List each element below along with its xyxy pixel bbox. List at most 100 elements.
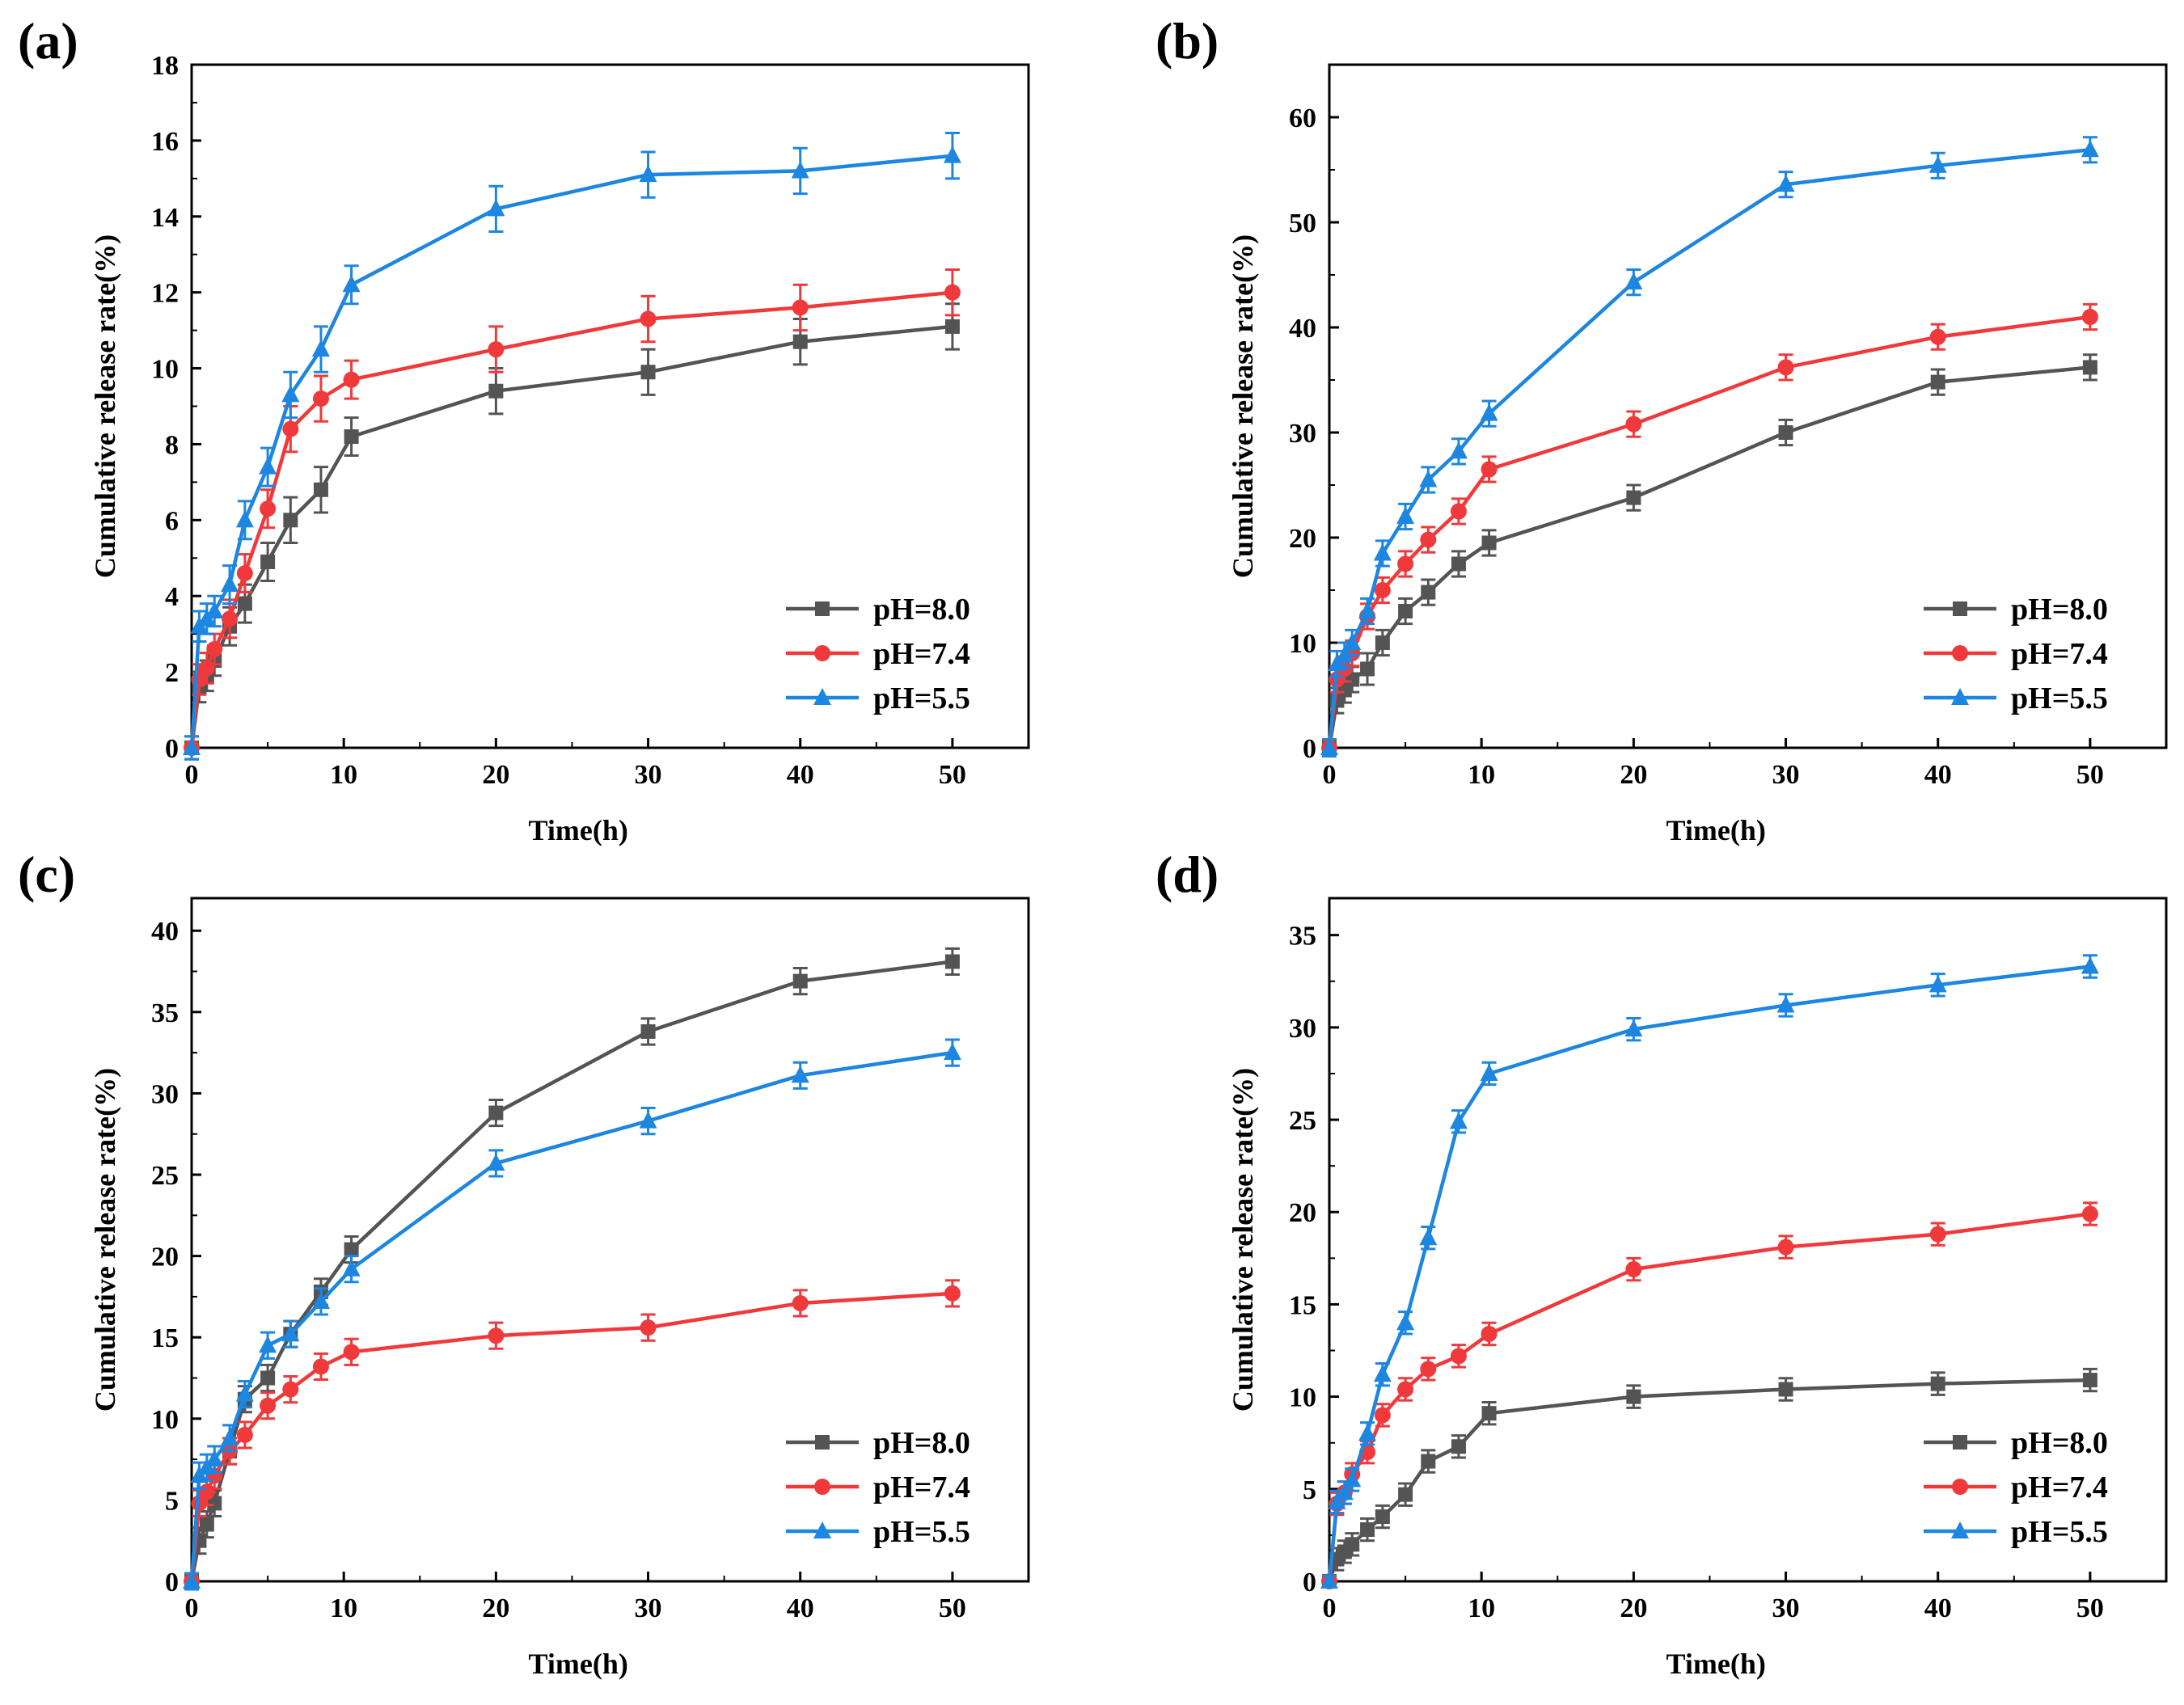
legend-marker bbox=[1953, 601, 1967, 616]
x-tick-label: 50 bbox=[2076, 760, 2104, 790]
panel-label: (b) bbox=[1155, 12, 1219, 70]
data-point bbox=[236, 565, 253, 582]
data-point bbox=[1928, 155, 1947, 173]
series-pH=8.0 bbox=[1322, 353, 2097, 758]
data-point bbox=[944, 954, 960, 969]
y-tick-label: 40 bbox=[151, 917, 179, 947]
data-point bbox=[1451, 556, 1466, 572]
series-pH=7.4 bbox=[184, 1279, 961, 1591]
data-point bbox=[1929, 328, 1946, 345]
legend-marker bbox=[1952, 1479, 1968, 1495]
data-point bbox=[487, 199, 505, 217]
x-tick-label: 20 bbox=[482, 760, 509, 790]
legend-marker bbox=[813, 1521, 831, 1538]
data-point bbox=[260, 1370, 276, 1386]
data-point bbox=[342, 275, 361, 293]
y-tick-label: 60 bbox=[1289, 103, 1316, 133]
y-tick-label: 8 bbox=[165, 430, 179, 460]
data-point bbox=[1449, 1112, 1468, 1129]
data-point bbox=[1421, 585, 1436, 600]
data-point bbox=[237, 596, 252, 611]
legend-label: pH=5.5 bbox=[873, 1515, 970, 1549]
y-tick-label: 0 bbox=[1303, 1568, 1316, 1597]
legend-label: pH=7.4 bbox=[873, 637, 970, 671]
data-point bbox=[2081, 956, 2099, 974]
legend-marker bbox=[815, 601, 830, 616]
x-tick-label: 50 bbox=[2076, 1593, 2104, 1623]
data-point bbox=[1320, 738, 1338, 755]
data-point bbox=[1397, 1381, 1414, 1398]
x-tick-label: 10 bbox=[1468, 760, 1495, 790]
data-point bbox=[311, 340, 330, 357]
x-tick-label: 0 bbox=[1323, 1593, 1337, 1623]
data-point bbox=[792, 1294, 809, 1311]
data-point bbox=[1776, 995, 1795, 1013]
data-point bbox=[1375, 635, 1390, 650]
data-point bbox=[1375, 1509, 1390, 1525]
data-point bbox=[1481, 461, 1498, 478]
plot-frame bbox=[190, 897, 1030, 1583]
plot-frame bbox=[1328, 63, 2168, 749]
data-point bbox=[260, 554, 276, 569]
chart-panel-d: (d) 0 10 20 30 40 50 0 5 10 15 20 25 30 35 Time(h) Cumul… bbox=[1155, 846, 2168, 1680]
series-line bbox=[189, 1291, 953, 1582]
y-tick-label: 30 bbox=[151, 1079, 179, 1109]
data-point bbox=[1481, 535, 1497, 551]
data-point bbox=[344, 429, 359, 445]
data-point bbox=[640, 1023, 656, 1039]
data-point bbox=[1481, 1325, 1498, 1342]
chart-panel-c: (c) 0 10 20 30 40 50 0 5 10 15 20 25 30 35 40 Time(h) Cum… bbox=[18, 846, 1030, 1680]
y-tick-label: 15 bbox=[1289, 1290, 1316, 1320]
data-point bbox=[235, 1384, 254, 1402]
data-point bbox=[1451, 1439, 1466, 1454]
series-line bbox=[1327, 314, 2091, 749]
data-point bbox=[640, 310, 657, 327]
y-tick-label: 12 bbox=[151, 279, 179, 309]
data-point bbox=[183, 1572, 201, 1589]
y-tick-label: 14 bbox=[151, 203, 179, 233]
legend-label: pH=7.4 bbox=[2011, 1471, 2108, 1505]
y-tick-label: 4 bbox=[165, 582, 179, 612]
x-tick-label: 0 bbox=[185, 1593, 199, 1623]
legend-marker bbox=[1951, 688, 1969, 705]
series-pH=8.0 bbox=[184, 302, 960, 761]
y-axis-label: Cumulative release rate(%) bbox=[1227, 234, 1259, 578]
data-point bbox=[1930, 374, 1945, 390]
data-point bbox=[1626, 490, 1641, 505]
legend-marker bbox=[1953, 1435, 1967, 1450]
series-pH=5.5 bbox=[1320, 136, 2099, 758]
y-tick-label: 0 bbox=[1303, 734, 1316, 764]
x-tick-label: 40 bbox=[1924, 1593, 1952, 1623]
legend-label: pH=5.5 bbox=[873, 682, 970, 715]
data-point bbox=[1450, 503, 1467, 520]
y-tick-label: 6 bbox=[165, 506, 179, 536]
data-point bbox=[1358, 601, 1377, 618]
x-axis-label: Time(h) bbox=[529, 814, 628, 846]
data-point bbox=[342, 1259, 361, 1277]
series-line bbox=[189, 1050, 953, 1582]
data-point bbox=[1450, 1348, 1467, 1365]
legend-label: pH=8.0 bbox=[2011, 593, 2108, 627]
series-pH=7.4 bbox=[184, 268, 961, 761]
data-point bbox=[2082, 1373, 2097, 1388]
data-point bbox=[281, 1324, 300, 1342]
series-line bbox=[189, 154, 953, 749]
data-point bbox=[282, 1381, 299, 1398]
legend-label: pH=5.5 bbox=[2011, 682, 2108, 715]
data-point bbox=[487, 1153, 505, 1171]
series-line bbox=[1327, 1212, 2091, 1582]
x-tick-label: 50 bbox=[939, 760, 966, 790]
data-point bbox=[2081, 1205, 2098, 1222]
legend: pH=8.0 pH=7.4 pH=5.5 bbox=[1924, 1426, 2108, 1549]
data-point bbox=[260, 1397, 277, 1414]
y-tick-label: 16 bbox=[151, 127, 179, 157]
panel-label: (c) bbox=[18, 846, 75, 903]
series-line bbox=[189, 324, 953, 749]
y-tick-label: 5 bbox=[1303, 1475, 1316, 1505]
data-point bbox=[1777, 359, 1794, 376]
x-tick-label: 40 bbox=[1924, 760, 1952, 790]
data-point bbox=[640, 1319, 657, 1336]
data-point bbox=[792, 299, 809, 316]
data-point bbox=[1345, 1537, 1360, 1552]
